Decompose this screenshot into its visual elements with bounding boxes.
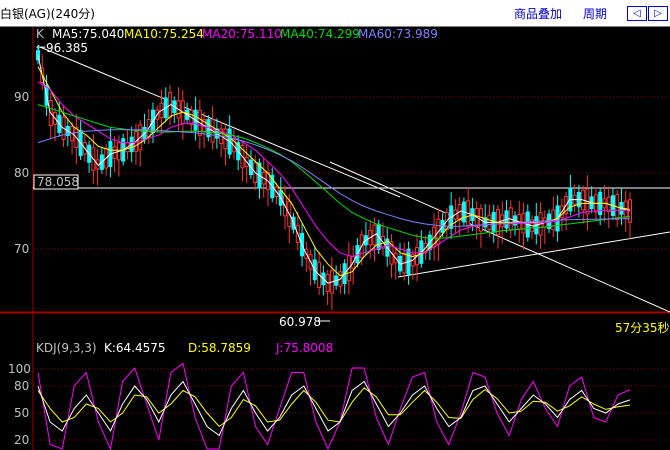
ma20-line [37, 81, 630, 258]
moving-averages [37, 55, 631, 284]
kdj-tick-100: 100 [8, 362, 31, 376]
kdj-tick-20: 20 [14, 433, 29, 447]
drawn-trendlines[interactable] [39, 46, 670, 313]
trendline-down-2 [329, 161, 670, 313]
ma5-legend: MA5:75.040 [52, 27, 124, 41]
kdj-j-value: J:75.8008 [275, 341, 333, 355]
low-value: 60.978 [279, 315, 321, 329]
kdj-d-line [37, 387, 631, 428]
period-button[interactable]: 周期 [583, 7, 608, 21]
bar-countdown: 57分35秒 [615, 321, 670, 335]
title-bar: 白银(AG)(240分) 商品叠加 周期 ◁ ▷ [0, 0, 670, 27]
kdj-title: KDJ(9,3,3) [36, 341, 97, 355]
kdj-lines [37, 362, 631, 450]
trendline-down-1 [39, 46, 401, 198]
instrument-title: 白银(AG)(240分) [0, 7, 95, 21]
crosshair-value: 78.058 [37, 175, 79, 189]
overlay-instrument-button[interactable]: 商品叠加 [514, 7, 563, 21]
ma60-legend: MA60:73.989 [358, 27, 438, 41]
ma10-line [37, 66, 631, 277]
kdj-tick-50: 50 [14, 406, 29, 420]
kdj-gridlines [34, 368, 670, 441]
next-arrow-icon[interactable]: ▷ [648, 6, 668, 21]
ma40-line [37, 104, 631, 239]
y-tick-70: 70 [14, 242, 29, 256]
candle-body [36, 50, 40, 61]
ma60-line [37, 129, 631, 227]
high-value: 96.385 [46, 41, 88, 55]
crosshair-box [33, 174, 79, 190]
high-marker-arrow: ← [36, 40, 46, 54]
kdj-k-value: K:64.4575 [104, 341, 166, 355]
kdj-d-value: D:58.7859 [188, 341, 251, 355]
prev-arrow-icon[interactable]: ◁ [627, 6, 647, 21]
kdj-j-line [37, 362, 631, 450]
y-tick-80: 80 [14, 166, 29, 180]
ma40-legend: MA40:74.299 [280, 27, 360, 41]
kdj-tick-80: 80 [14, 379, 29, 393]
trendline-up [397, 231, 670, 278]
ma5-line [37, 55, 631, 284]
kdj-k-line [37, 380, 631, 437]
y-tick-90: 90 [14, 90, 29, 104]
ma20-legend: MA20:75.110 [202, 27, 282, 41]
ma10-legend: MA10:75.254 [124, 27, 204, 41]
k-label: K [36, 27, 45, 41]
chart-canvas[interactable]: 90 80 70 K MA5:75.040 MA10:75.254 MA20:7… [0, 27, 670, 450]
price-gridlines [34, 96, 670, 250]
